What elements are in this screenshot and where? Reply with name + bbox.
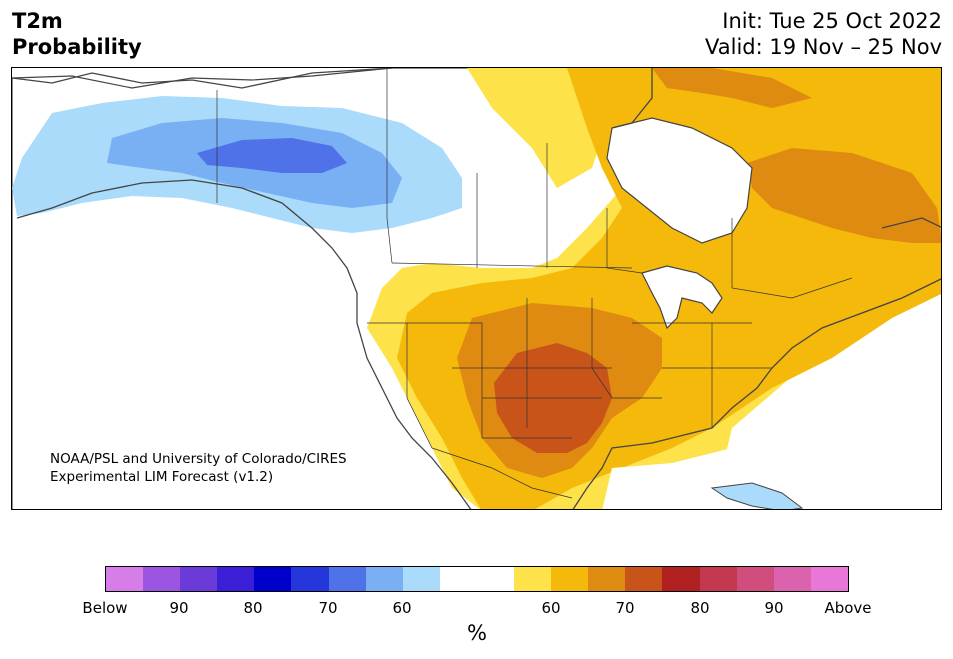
tick-label-above-90: 90 [764, 599, 784, 617]
colorbar-cell [143, 567, 181, 591]
tick-label-above: Above [824, 599, 872, 617]
colorbar-cell [328, 567, 366, 591]
colorbar-cell [625, 567, 663, 591]
colorbar [105, 566, 849, 592]
map-title: T2m Probability [12, 8, 142, 60]
map-canvas [12, 68, 941, 509]
tick-label-above-70: 70 [615, 599, 635, 617]
cuba [710, 482, 804, 509]
colorbar-cell [106, 567, 144, 591]
colorbar-unit: % [467, 621, 487, 645]
colorbar-cell [476, 567, 515, 591]
colorbar-cell [365, 567, 403, 591]
colorbar-cell [439, 567, 477, 591]
colorbar-cell [514, 567, 552, 591]
credit-text: NOAA/PSL and University of Colorado/CIRE… [50, 450, 347, 486]
title-line-1: T2m [12, 9, 63, 33]
probability-map [11, 67, 942, 510]
zone-above-70-baffin [652, 68, 812, 108]
colorbar-cell [736, 567, 774, 591]
political-borders [216, 68, 853, 499]
valid-range: Valid: 19 Nov – 25 Nov [705, 35, 942, 59]
tick-label-above-80: 80 [690, 599, 710, 617]
credit-line-1: NOAA/PSL and University of Colorado/CIRE… [50, 451, 347, 467]
zone-below-80 [197, 138, 347, 173]
credit-line-2: Experimental LIM Forecast (v1.2) [50, 469, 274, 485]
colorbar-cell [551, 567, 589, 591]
tick-label-above-60: 60 [541, 599, 561, 617]
forecast-dates: Init: Tue 25 Oct 2022 Valid: 19 Nov – 25… [705, 8, 942, 60]
colorbar-cell [217, 567, 255, 591]
great-lakes [641, 265, 723, 330]
title-line-2: Probability [12, 35, 142, 59]
colorbar-cell [402, 567, 440, 591]
colorbar-cell [588, 567, 626, 591]
colorbar-cell [254, 567, 292, 591]
tick-label-below-60: 60 [392, 599, 412, 617]
tick-label-below-80: 80 [243, 599, 263, 617]
colorbar-cell [291, 567, 329, 591]
colorbar-cell [662, 567, 700, 591]
colorbar-cell [699, 567, 737, 591]
zone-above-70-east [747, 148, 941, 243]
colorbar-cell [180, 567, 218, 591]
coastlines [12, 68, 941, 509]
colorbar-cell [810, 567, 848, 591]
tick-label-below-70: 70 [318, 599, 338, 617]
tick-label-below: Below [82, 599, 128, 617]
init-date: Init: Tue 25 Oct 2022 [722, 9, 942, 33]
tick-label-below-90: 90 [169, 599, 189, 617]
colorbar-cell [773, 567, 811, 591]
